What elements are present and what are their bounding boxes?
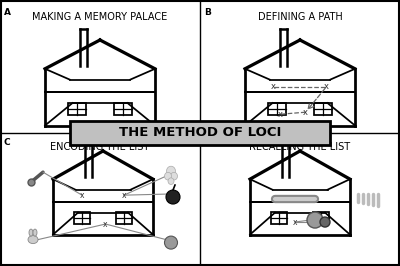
Text: A: A [4, 8, 11, 17]
Bar [313, 212, 329, 225]
Text: x: x [324, 82, 329, 91]
Ellipse shape [28, 236, 38, 244]
Bar [314, 103, 332, 115]
Bar [271, 212, 287, 225]
Text: x: x [103, 219, 108, 228]
Ellipse shape [320, 217, 330, 227]
Ellipse shape [166, 166, 176, 176]
Text: RECALLING THE LIST: RECALLING THE LIST [250, 142, 350, 152]
Ellipse shape [170, 172, 178, 180]
Ellipse shape [164, 172, 172, 180]
Text: x: x [271, 82, 276, 91]
Ellipse shape [33, 229, 37, 236]
FancyBboxPatch shape [70, 121, 330, 145]
Text: DEFINING A PATH: DEFINING A PATH [258, 12, 342, 22]
Ellipse shape [307, 212, 323, 228]
Text: C: C [4, 138, 11, 147]
Bar [74, 212, 90, 225]
Ellipse shape [29, 229, 33, 236]
Text: x: x [303, 108, 308, 117]
Text: x: x [293, 218, 297, 227]
Text: D: D [204, 138, 212, 147]
Text: THE METHOD OF LOCI: THE METHOD OF LOCI [119, 127, 281, 139]
Ellipse shape [164, 236, 178, 249]
Bar [114, 103, 132, 115]
Text: x: x [278, 110, 283, 119]
Bar [116, 212, 132, 225]
Text: ENCODING THE LIST: ENCODING THE LIST [50, 142, 150, 152]
Text: x: x [80, 191, 84, 200]
Ellipse shape [166, 190, 180, 204]
Text: MAKING A MEMORY PALACE: MAKING A MEMORY PALACE [32, 12, 168, 22]
Bar [68, 103, 86, 115]
Bar [268, 103, 286, 115]
Text: B: B [204, 8, 211, 17]
Text: x: x [122, 191, 126, 200]
Ellipse shape [168, 178, 174, 184]
